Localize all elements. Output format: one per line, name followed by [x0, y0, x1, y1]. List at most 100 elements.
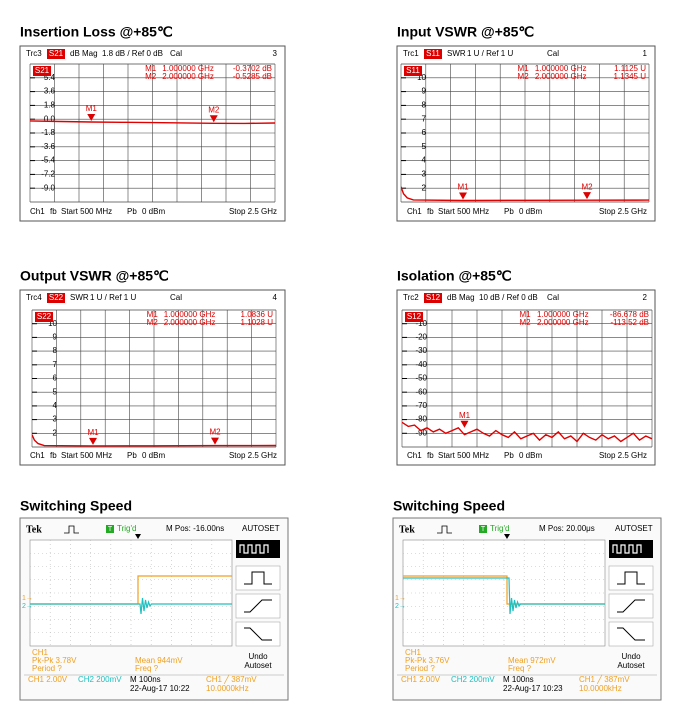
y-tick-label: 4	[422, 156, 427, 165]
param-box	[47, 293, 65, 303]
cal: Cal	[547, 49, 559, 58]
marker	[583, 192, 591, 200]
y-tick-label: -1.8	[41, 128, 55, 137]
menu-icon	[239, 544, 269, 554]
footer-fb: fb	[50, 451, 57, 460]
marker-name: M2	[581, 182, 593, 191]
undo-autoset: Autoset	[617, 661, 645, 670]
pulse-icon	[64, 525, 79, 534]
scale: 10 dB / Ref 0 dB	[479, 293, 538, 302]
readout-name: M1	[520, 310, 532, 319]
trace-number: 2	[643, 293, 648, 302]
cal: Cal	[170, 49, 182, 58]
footer-pb: Pb	[127, 451, 137, 460]
menu-active	[236, 540, 280, 558]
footer-stop: Stop 2.5 GHz	[599, 451, 647, 460]
marker-name: M2	[208, 105, 220, 114]
menu-icon	[612, 544, 642, 554]
y-tick-label: -60	[415, 387, 427, 396]
trace-name: Trc2	[403, 293, 419, 302]
param-box	[47, 49, 65, 59]
y-tick-label: -50	[415, 374, 427, 383]
marker-name: M2	[209, 428, 221, 437]
trace-line	[30, 120, 275, 125]
y-tick-label: 7	[53, 360, 58, 369]
trig-status: Trig'd	[490, 524, 509, 533]
menu-icon	[244, 627, 272, 641]
y-tick-label: 5	[422, 142, 427, 151]
freq: Freq ?	[508, 664, 532, 673]
footer-power: 0 dBm	[519, 451, 542, 460]
y-tick-label: -5.4	[41, 156, 55, 165]
trig-icon: T	[481, 526, 486, 533]
y-tick-label: -40	[415, 360, 427, 369]
pk-pk: Pk-Pk 3.78V	[32, 656, 77, 665]
y-tick-label: -7.2	[41, 170, 55, 179]
brand: Tek	[26, 524, 42, 535]
trace-line	[401, 186, 649, 202]
trigger: CH1 ╱ 387mV	[206, 674, 257, 684]
param: S12	[426, 293, 441, 302]
y-tick-label: 0.0	[44, 114, 56, 123]
menu-item	[608, 565, 654, 591]
readout-freq: 2.000000 GHz	[537, 318, 589, 327]
menu-icon	[244, 599, 272, 613]
trace-number: 3	[273, 49, 278, 58]
marker-group: M1	[457, 183, 469, 200]
trace-name: Trc3	[26, 49, 42, 58]
menu-icon	[617, 627, 645, 641]
autoset: AUTOSET	[615, 524, 653, 533]
y-tick-label: -10	[415, 319, 427, 328]
readout-name: M2	[147, 318, 159, 327]
y-tick-label: 10	[48, 319, 57, 328]
marker	[87, 114, 96, 122]
param-tag	[405, 312, 423, 322]
param-tag	[35, 312, 53, 322]
y-tick-label: 5	[53, 387, 58, 396]
y-tick-label: 2	[422, 183, 427, 192]
y-tick-label: -9.0	[41, 183, 55, 192]
trace-line	[32, 434, 276, 447]
readout-freq: 1.000000 GHz	[537, 310, 589, 319]
trigger-arrow	[504, 534, 510, 539]
footer-channel: Ch1	[30, 451, 45, 460]
panel-title: Input VSWR @+85℃	[397, 24, 534, 40]
y-tick-label: 9	[422, 87, 427, 96]
readout-name: M2	[145, 72, 157, 81]
ch1-scale: CH1 2.00V	[28, 675, 68, 684]
y-tick-label: -3.6	[41, 142, 55, 151]
param-tag	[404, 66, 422, 76]
param-box	[424, 49, 442, 59]
y-tick-label: 5.4	[44, 73, 56, 82]
brand: Tek	[399, 524, 415, 535]
param: S22	[49, 293, 64, 302]
undo: Undo	[621, 652, 641, 661]
readout-freq: 2.000000 GHz	[535, 72, 587, 81]
footer-start: Start 500 MHz	[438, 451, 489, 460]
trace-name: Trc1	[403, 49, 419, 58]
menu-icon	[617, 599, 645, 613]
trigger: CH1 ╱ 387mV	[579, 674, 630, 684]
y-tick-label: 7	[422, 114, 427, 123]
mean: Mean 972mV	[508, 656, 556, 665]
y-tick-label: 9	[53, 333, 58, 342]
y-tick-label: 4	[53, 401, 58, 410]
panel-frame	[396, 45, 656, 222]
mean: Mean 944mV	[135, 656, 183, 665]
readout-name: M1	[145, 64, 157, 73]
marker-group: M2	[209, 428, 221, 445]
y-tick-label: 6	[422, 128, 427, 137]
ch2-trace	[403, 577, 605, 615]
readout-value: -0.3702 dB	[233, 64, 272, 73]
y-tick-label: -30	[415, 346, 427, 355]
readout-value: -113.52 dB	[610, 318, 649, 327]
marker	[209, 115, 218, 123]
readout-value: 1.1028 U	[241, 318, 274, 327]
readout-name: M1	[147, 310, 159, 319]
marker-group: M1	[459, 411, 471, 428]
panel-title: Insertion Loss @+85℃	[20, 24, 173, 40]
menu-icon	[617, 571, 645, 585]
vna-panel: Input VSWR @+85℃ Trc1 S11 SWR 1 U / Ref 1 U C…	[396, 24, 656, 222]
scope-panel: Switching Speed Tek T Trig'd M Pos: -16.00ns…	[19, 498, 289, 701]
y-tick-label: 3	[422, 170, 427, 179]
